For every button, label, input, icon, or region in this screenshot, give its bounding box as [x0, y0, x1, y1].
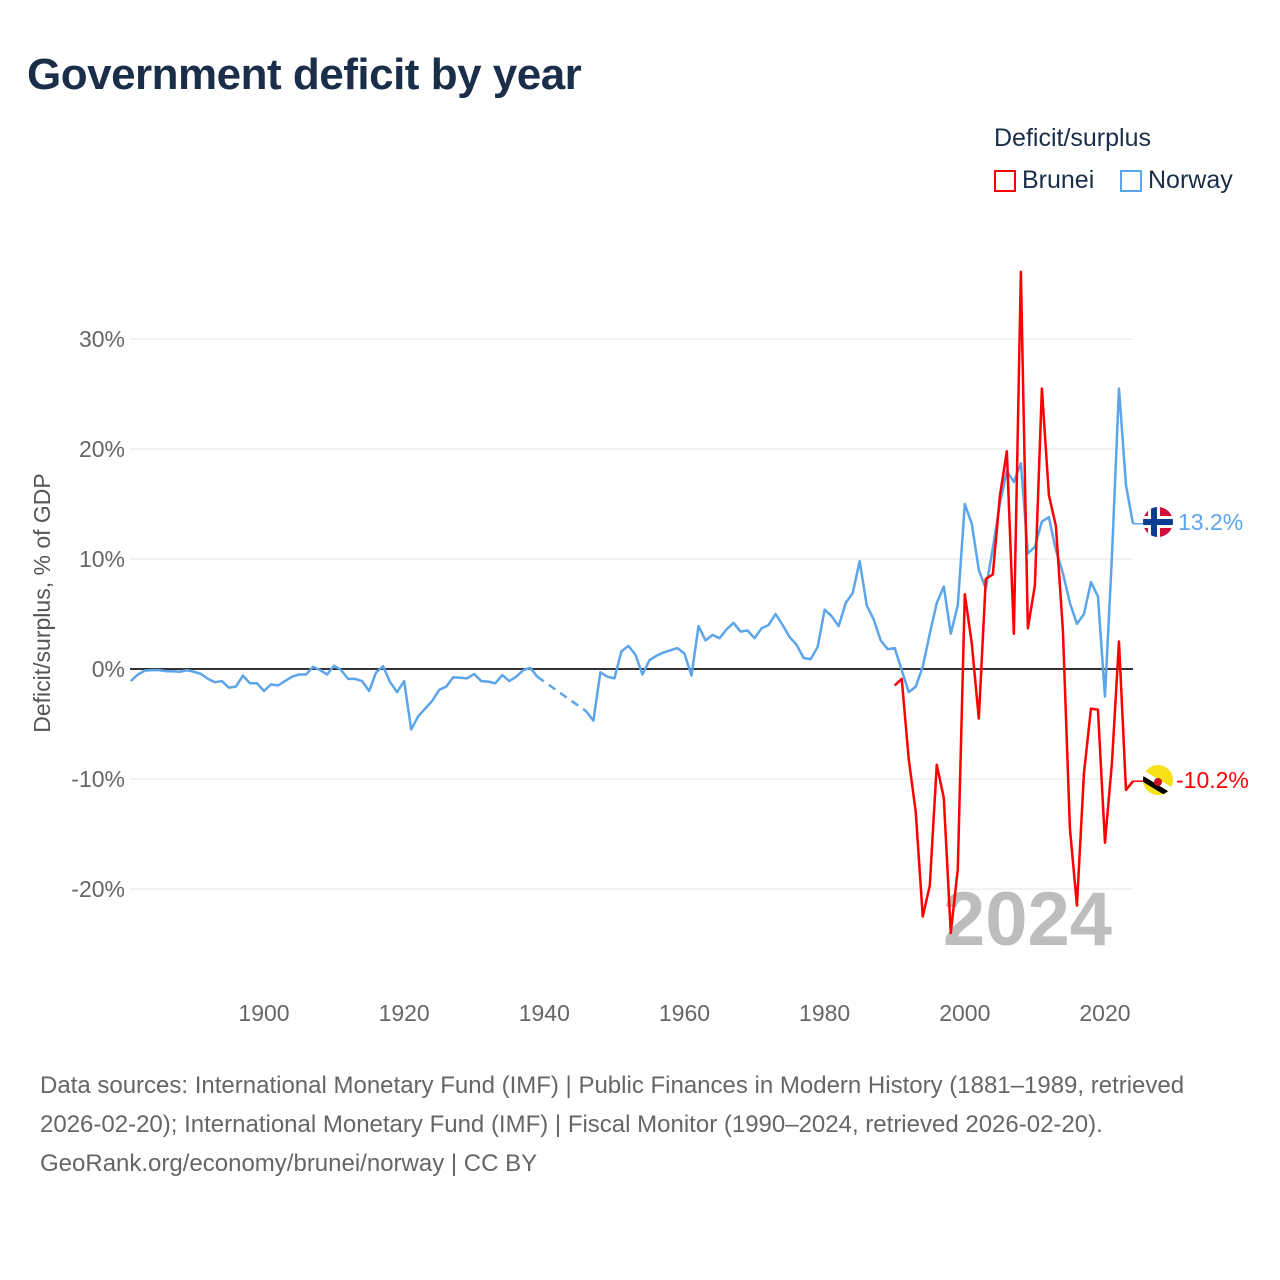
y-tick-label: -20%: [71, 876, 125, 902]
x-tick-label: 1980: [799, 1000, 850, 1026]
x-tick-label: 1920: [379, 1000, 430, 1026]
legend-swatch-brunei: [994, 169, 1016, 192]
plot-area: -20% -10% 0% 10% 20% 30% 1900 1920 1940 1960 1980 2…: [29, 270, 1249, 1026]
footer: Data sources: International Monetary Fun…: [40, 1066, 1250, 1183]
norway-flag-icon: [1143, 507, 1173, 537]
series-line-norway: [585, 387, 1135, 722]
brunei-end-marker: -10.2%: [1143, 765, 1249, 795]
year-watermark: 2024: [943, 877, 1112, 962]
y-tick-label: 0%: [92, 656, 125, 682]
y-tick-label: -10%: [71, 766, 125, 792]
brunei-end-label: -10.2%: [1176, 767, 1249, 793]
x-tick-label: 1960: [659, 1000, 710, 1026]
legend-swatch-norway: [1120, 169, 1142, 192]
x-tick-label: 2020: [1079, 1000, 1130, 1026]
series-line-norway: [129, 664, 539, 731]
x-tick-label: 2000: [939, 1000, 990, 1026]
y-tick-label: 10%: [79, 546, 125, 572]
series-gap-norway: [536, 675, 588, 713]
credit-link[interactable]: GeoRank.org/economy/brunei/norway | CC B…: [40, 1150, 538, 1177]
x-tick-label: 1940: [519, 1000, 570, 1026]
x-tick-label: 1900: [238, 1000, 289, 1026]
legend-label: Brunei: [1022, 166, 1095, 194]
norway-end-label: 13.2%: [1178, 509, 1243, 535]
y-tick-label: 20%: [79, 436, 125, 462]
brunei-flag-icon: [1143, 765, 1173, 795]
data-sources: Data sources: International Monetary Fun…: [40, 1072, 1185, 1138]
norway-end-marker: 13.2%: [1143, 507, 1243, 537]
y-tick-label: 30%: [79, 326, 125, 352]
page-title: Government deficit by year: [27, 50, 582, 99]
legend-label: Norway: [1148, 166, 1233, 194]
legend-item-brunei[interactable]: Brunei: [994, 166, 1094, 195]
y-axis-label: Deficit/surplus, % of GDP: [29, 473, 55, 732]
legend-title: Deficit/surplus: [994, 124, 1151, 152]
series-line-brunei: [893, 270, 1134, 935]
legend-item-norway[interactable]: Norway: [1120, 166, 1233, 195]
